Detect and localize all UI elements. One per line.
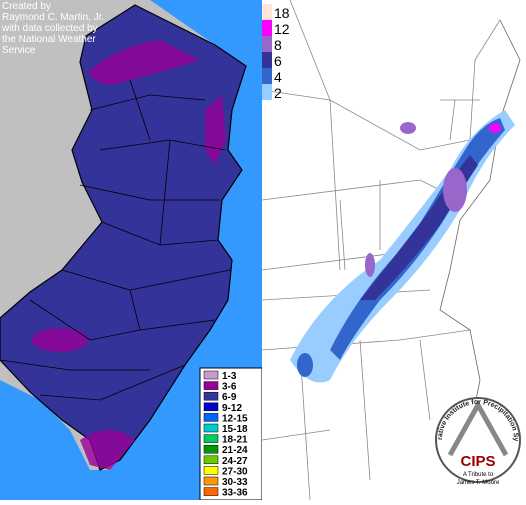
snow-area <box>443 168 467 212</box>
legend-label: 24-27 <box>222 456 248 467</box>
logo-ring <box>435 397 521 483</box>
legend-swatch <box>262 52 272 68</box>
legend-swatch <box>203 402 219 412</box>
legend-swatch <box>203 391 219 401</box>
legend-swatch <box>203 423 219 433</box>
snow-area <box>80 430 135 470</box>
legend-label: 21-24 <box>222 445 248 456</box>
legend-swatch <box>203 444 219 454</box>
logo-person: James T. Moore <box>457 480 500 486</box>
legend-label: 27-30 <box>222 466 248 477</box>
credit-line: Raymond C. Martin, Jr. <box>2 12 104 23</box>
legend-label: 6 <box>274 53 282 69</box>
ocean <box>0 0 262 500</box>
legend-label: 1-3 <box>222 371 237 382</box>
snow-area <box>32 328 88 352</box>
legend-label: 18 <box>274 5 290 21</box>
snowfall <box>290 110 515 383</box>
credit-line: the National Weather <box>2 34 96 45</box>
credit-line: Service <box>2 45 36 56</box>
legend-label: 15-18 <box>222 424 248 435</box>
logo-acronym: CIPS <box>460 453 495 470</box>
county-lines <box>0 79 231 401</box>
snow-area <box>88 40 200 85</box>
legend-label: 12 <box>274 21 290 37</box>
credit-line: with data collected by <box>1 23 98 34</box>
legend-label: 4 <box>274 69 282 85</box>
logo-tribute: A Tribute to <box>463 472 494 478</box>
legend-swatch <box>262 4 272 20</box>
legend-label: 8 <box>274 37 282 53</box>
logo-arch <box>447 399 509 457</box>
legend-swatch <box>203 476 219 486</box>
legend-swatch <box>203 370 219 380</box>
snow-area <box>400 122 416 134</box>
legend-swatch <box>203 466 219 475</box>
legend-swatch <box>203 434 219 443</box>
legend-label: 9-12 <box>222 403 242 414</box>
snow-area <box>365 253 375 277</box>
new-jersey <box>0 4 247 471</box>
snow-area <box>489 123 501 133</box>
legend-swatch <box>262 84 272 100</box>
legend-label: 6-9 <box>222 392 237 403</box>
legend-label: 12-15 <box>222 413 248 424</box>
legend-swatch <box>203 455 219 465</box>
legend: 1-33-66-99-1212-1515-1818-2121-2424-2727… <box>203 370 248 499</box>
legend-swatch <box>262 20 272 36</box>
legend-label: 18-21 <box>222 435 248 446</box>
snow-area <box>297 353 313 377</box>
credit-line: Created by <box>2 1 51 12</box>
legend-swatch <box>203 381 219 390</box>
legend-swatch <box>262 68 272 84</box>
legend-label: 33-36 <box>222 488 248 499</box>
legend-swatch <box>203 413 219 422</box>
legend-label: 3-6 <box>222 382 237 393</box>
legend-label: 2 <box>274 85 282 101</box>
legend-swatch <box>203 487 219 496</box>
legend-label: 30-33 <box>222 477 248 488</box>
legend-swatch <box>262 36 272 52</box>
